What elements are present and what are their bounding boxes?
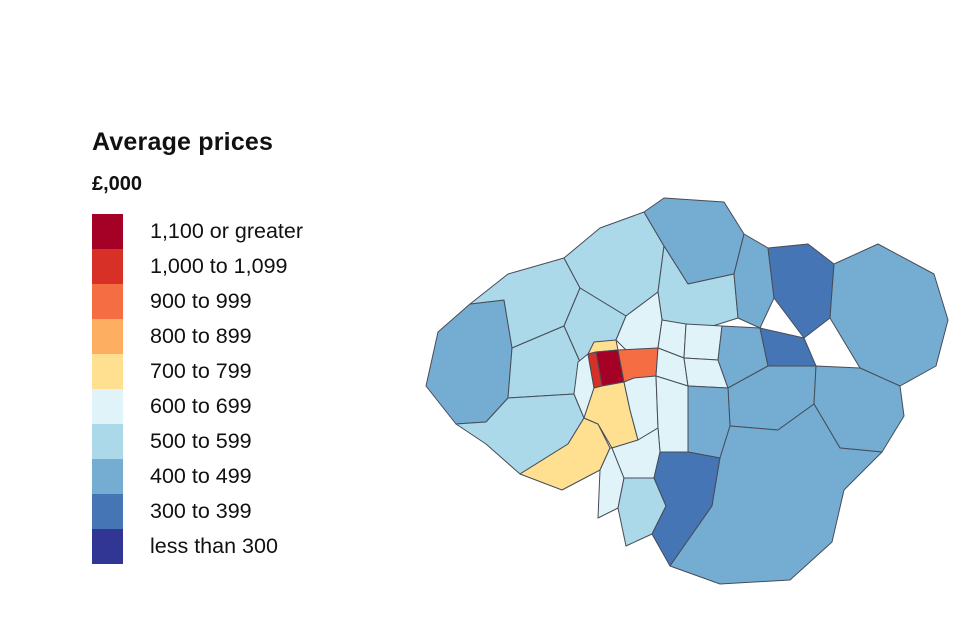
legend: Average prices £,000 1,100 or greater 1,0… — [92, 128, 303, 564]
london-borough-map — [425, 197, 949, 585]
map-region — [829, 243, 949, 387]
legend-label: less than 300 — [150, 534, 278, 558]
legend-swatch — [92, 319, 123, 354]
legend-row: 600 to 699 — [92, 389, 303, 424]
map-region — [669, 403, 883, 585]
legend-swatch — [92, 494, 123, 529]
legend-swatch — [92, 529, 123, 564]
legend-swatch — [92, 389, 123, 424]
legend-label: 800 to 899 — [150, 324, 252, 348]
map-region — [767, 243, 835, 339]
legend-swatch — [92, 284, 123, 319]
legend-label: 900 to 999 — [150, 289, 252, 313]
legend-label: 700 to 799 — [150, 359, 252, 383]
legend-label: 300 to 399 — [150, 499, 252, 523]
legend-row: 900 to 999 — [92, 284, 303, 319]
legend-row: 800 to 899 — [92, 319, 303, 354]
legend-title: Average prices — [92, 128, 274, 156]
map-region — [519, 417, 611, 491]
legend-swatch — [92, 249, 123, 284]
map-region — [655, 375, 689, 453]
legend-row: 300 to 399 — [92, 494, 303, 529]
legend-label: 600 to 699 — [150, 394, 252, 418]
legend-label: 1,100 or greater — [150, 219, 303, 243]
legend-rows: 1,100 or greater 1,000 to 1,099 900 to 999… — [92, 214, 303, 564]
legend-label: 1,000 to 1,099 — [150, 254, 288, 278]
legend-row: 700 to 799 — [92, 354, 303, 389]
legend-unit: £,000 — [92, 173, 143, 195]
legend-row: 1,000 to 1,099 — [92, 249, 303, 284]
legend-row: 1,100 or greater — [92, 214, 303, 249]
legend-row: 500 to 599 — [92, 424, 303, 459]
legend-swatch — [92, 354, 123, 389]
legend-row: less than 300 — [92, 529, 303, 564]
legend-row: 400 to 499 — [92, 459, 303, 494]
map-region — [425, 299, 513, 425]
legend-swatch — [92, 424, 123, 459]
map-container — [412, 190, 952, 590]
legend-swatch — [92, 459, 123, 494]
legend-label: 500 to 599 — [150, 429, 252, 453]
legend-label: 400 to 499 — [150, 464, 252, 488]
legend-swatch — [92, 214, 123, 249]
map-region — [683, 323, 723, 361]
